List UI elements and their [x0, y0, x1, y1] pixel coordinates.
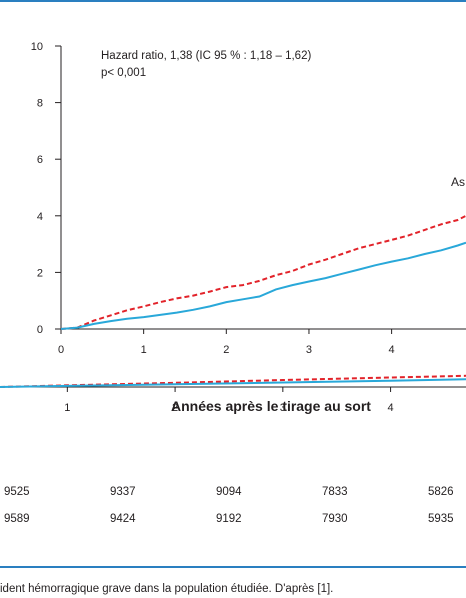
- risk-cell: 9094: [216, 486, 242, 498]
- p-value-annotation: p< 0,001: [101, 67, 147, 79]
- x-tick-label: 0: [58, 344, 64, 356]
- risk-cell: 7930: [322, 513, 348, 525]
- figure-caption: ident hémorragique grave dans la populat…: [0, 583, 334, 595]
- series-label: As: [451, 175, 466, 189]
- y-tick-label: 0: [37, 324, 43, 336]
- risk-cell: 9589: [4, 513, 30, 525]
- y-tick-label: 8: [37, 98, 43, 110]
- x-tick-label: 1: [64, 402, 70, 414]
- y-tick-label: 2: [37, 267, 43, 279]
- x-tick-label: 1: [141, 344, 147, 356]
- risk-cell: 9192: [216, 513, 242, 525]
- upper-plot: 0 2 4 6 8 10 0 1 2 3 4: [31, 41, 466, 356]
- risk-cell: 5826: [428, 486, 454, 498]
- x-axis-label: Années après le tirage au sort: [171, 398, 371, 414]
- solid-series-line: [60, 241, 466, 330]
- x-tick-label: 4: [388, 402, 394, 414]
- dashed-series-line: [60, 214, 466, 330]
- x-tick-label: 3: [306, 344, 312, 356]
- risk-cell: 9525: [4, 486, 30, 498]
- risk-cell: 5935: [428, 513, 454, 525]
- risk-cell: 7833: [322, 486, 348, 498]
- risk-cell: 9424: [110, 513, 136, 525]
- risk-row: 9589 9424 9192 7930 5935: [0, 513, 466, 527]
- x-tick-label: 2: [172, 402, 178, 414]
- x-tick-label: 4: [389, 344, 395, 356]
- risk-cell: 9337: [110, 486, 136, 498]
- x-tick-label: 2: [223, 344, 229, 356]
- risk-row: 9525 9337 9094 7833 5826: [0, 486, 466, 500]
- bottom-rule: [0, 566, 466, 568]
- top-rule: [0, 0, 466, 2]
- hazard-ratio-annotation: Hazard ratio, 1,38 (IC 95 % : 1,18 – 1,6…: [101, 50, 312, 62]
- y-tick-label: 10: [31, 41, 43, 53]
- x-tick-label: 3: [280, 402, 286, 414]
- y-tick-label: 4: [37, 211, 43, 223]
- lower-plot: 1 2 3 4: [0, 374, 466, 414]
- y-tick-label: 6: [37, 154, 43, 166]
- solid-series-line: [0, 378, 466, 388]
